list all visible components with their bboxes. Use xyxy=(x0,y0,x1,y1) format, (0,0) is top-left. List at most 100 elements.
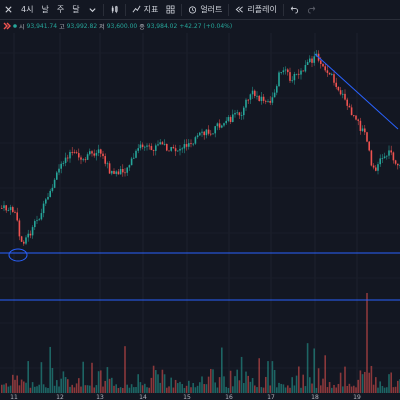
x-tick-label: 16 xyxy=(225,394,233,400)
candle-body xyxy=(302,70,304,72)
volume-bar xyxy=(260,387,263,393)
x-tick-label: 11 xyxy=(10,394,18,400)
candle-body xyxy=(247,99,249,101)
candle-body xyxy=(287,69,289,73)
interval-day[interactable]: 날 xyxy=(37,4,52,15)
x-tick-label: 12 xyxy=(56,394,64,400)
undo-button[interactable] xyxy=(286,5,303,14)
replay-button[interactable]: 리플레이 xyxy=(231,4,280,15)
candle-body xyxy=(221,125,223,128)
candle-body xyxy=(75,152,78,154)
volume-bar xyxy=(95,385,98,393)
grid-icon xyxy=(166,5,175,14)
candle-body xyxy=(267,101,269,102)
candle-body xyxy=(117,171,120,175)
volume-bar xyxy=(364,371,366,393)
volume-bar xyxy=(240,356,243,393)
volume-bar xyxy=(117,387,120,393)
volume-bar xyxy=(397,380,399,393)
volume-bar xyxy=(18,385,21,393)
candle-body xyxy=(161,142,164,145)
candle-body xyxy=(155,145,157,151)
volume-bar xyxy=(344,366,346,393)
candle-body xyxy=(289,72,291,81)
layout-button[interactable] xyxy=(162,5,179,14)
candle-body xyxy=(333,74,335,83)
candle-body xyxy=(313,56,315,63)
change-value: +42.27 (+0.04%) xyxy=(179,22,233,30)
interval-4h[interactable]: 4시 xyxy=(17,4,37,15)
volume-bar xyxy=(104,380,106,393)
x-tick-label: 15 xyxy=(183,394,191,400)
indicators-button[interactable]: 지표 xyxy=(128,4,163,15)
candle-body xyxy=(370,150,373,166)
alarm-clock-icon xyxy=(189,6,197,14)
volume-bar xyxy=(295,375,298,393)
interval-week[interactable]: 주 xyxy=(53,4,68,15)
candle-body xyxy=(49,190,51,197)
volume-bar xyxy=(135,386,137,393)
volume-bar xyxy=(49,346,51,393)
candle-body xyxy=(124,172,126,174)
interval-month[interactable]: 달 xyxy=(68,4,83,15)
candle-body xyxy=(108,163,111,174)
volume-bar xyxy=(36,386,38,393)
volume-bar xyxy=(86,385,89,393)
candle-body xyxy=(390,150,392,153)
candle-body xyxy=(322,63,324,67)
volume-bar xyxy=(181,384,183,393)
candle-body xyxy=(179,148,181,151)
volume-bar xyxy=(388,374,390,393)
volume-bar xyxy=(155,370,157,393)
volume-bar xyxy=(69,386,71,393)
candle-body xyxy=(306,62,309,65)
volume-bar xyxy=(25,382,27,393)
candle-body xyxy=(64,157,67,163)
volume-bar xyxy=(102,386,104,393)
chart-type-button[interactable] xyxy=(106,5,123,14)
volume-bar xyxy=(337,383,340,393)
candle-body xyxy=(216,123,219,127)
volume-bar xyxy=(201,376,203,393)
alert-button[interactable]: 얼러트 xyxy=(184,4,226,15)
candle-body xyxy=(377,164,379,171)
volume-bar xyxy=(40,362,43,393)
candle-body xyxy=(232,114,234,122)
candle-body xyxy=(223,123,225,126)
candle-body xyxy=(364,128,366,133)
candle-body xyxy=(1,208,3,209)
volume-bar xyxy=(47,387,49,393)
candle-body xyxy=(337,86,340,91)
candle-body xyxy=(23,241,25,244)
candle-body xyxy=(234,113,236,115)
candle-body xyxy=(350,107,353,116)
status-dot-icon xyxy=(13,24,17,28)
close-value: 93,984.02 xyxy=(146,22,178,30)
volume-bar xyxy=(16,375,18,393)
close-button[interactable] xyxy=(0,5,17,14)
volume-bar xyxy=(84,385,87,393)
highlight-ellipse[interactable] xyxy=(8,248,28,262)
candle-body xyxy=(183,144,186,149)
candle-body xyxy=(150,146,153,151)
volume-bar xyxy=(93,387,95,393)
volume-bar xyxy=(166,387,168,393)
candle-body xyxy=(240,115,243,116)
interval-dropdown[interactable] xyxy=(84,5,101,14)
candle-body xyxy=(5,205,7,211)
volume-bar xyxy=(377,387,379,393)
volume-bar xyxy=(174,379,177,393)
candle-body xyxy=(243,107,245,116)
x-tick-label: 18 xyxy=(311,394,319,400)
trend-line[interactable] xyxy=(314,53,399,130)
candle-body xyxy=(181,148,183,150)
candle-body xyxy=(20,236,23,242)
candle-body xyxy=(73,152,76,153)
volume-bar xyxy=(262,387,265,393)
price-chart[interactable]: 11 12 13 14 15 16 17 18 19 xyxy=(0,33,400,400)
redo-button[interactable] xyxy=(303,5,320,14)
candle-body xyxy=(205,129,208,136)
volume-bar xyxy=(251,378,254,393)
volume-bar xyxy=(139,382,142,393)
volume-bar xyxy=(249,381,252,393)
